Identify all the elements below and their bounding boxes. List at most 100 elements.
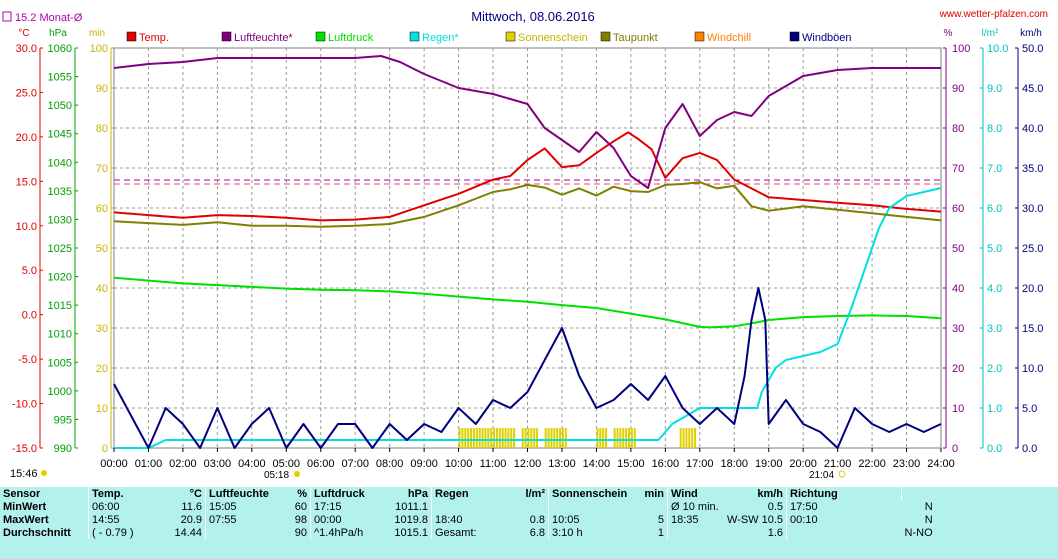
sunshine-bar [536,428,539,448]
pressure-tick-label: 1025 [48,243,72,255]
stats-cell-sun-time: 10:05 [548,513,635,526]
hdr-temp: Temp. [88,487,157,500]
chart-grid [113,47,942,449]
x-tick-label: 06:00 [307,458,335,470]
sunshine-bar [467,428,470,448]
hdr-temp-unit: °C [189,487,202,500]
sun-tick-label: 40 [96,283,108,295]
stats-cell-dir: N-NO [904,526,933,539]
sunshine-bar [478,428,481,448]
legend-swatch [409,31,420,42]
legend-label: Regen* [422,32,459,44]
rain-tick-label: 0.0 [987,443,1002,455]
rain-tick-label: 3.0 [987,323,1002,335]
sunshine-bar [490,428,493,448]
stats-cell-wind-time [667,526,724,539]
temp-tick-label: 0.0 [22,310,37,322]
stats-cell-wind-time: 18:35 [667,513,724,526]
pressure-tick-label: 1035 [48,186,72,198]
wind-tick-label: 10.0 [1022,363,1043,375]
hdr-humidity-unit: % [297,487,307,500]
hdr-sunshine: Sonnenschein [548,487,635,500]
stats-cell-temp-time: ( - 0.79 ) [88,526,157,539]
x-tick-label: 09:00 [410,458,438,470]
humidity-tick-label: 40 [952,283,964,295]
sun-tick-label: 0 [102,443,108,455]
hdr-direction: Richtung [786,487,902,500]
x-tick-label: 05:00 [273,458,301,470]
temp-tick-label: 5.0 [22,265,37,277]
stats-cell-sun-time: 3:10 h [548,526,635,539]
series-temp [113,131,942,222]
legend: Temp. Luftfeuchte* Luftdruck Regen* Sonnensc… [126,31,852,44]
stats-cell-sun [635,500,668,513]
stats-cell-press: 1011.1 [395,500,428,513]
header: 15.2 Monat-Ø Mittwoch, 08.06.2016 www.we… [2,9,1048,39]
pressure-tick-label: 990 [54,443,72,455]
stats-cell-sun-time [548,500,635,513]
sunshine-bar [613,428,616,448]
stats-cell-hum-time: 15:05 [205,500,282,513]
wind-tick-label: 30.0 [1022,203,1043,215]
pressure-tick-label: 1060 [48,43,72,55]
rain-month-avg-marker [2,11,12,22]
hdr-humidity: Luftfeuchte [205,487,282,500]
rain-tick-label: 1.0 [987,403,1002,415]
sunshine-bar [630,428,633,448]
legend-label: Temp. [139,32,169,44]
website-link[interactable]: www.wetter-pfalzen.com [939,9,1048,20]
sunshine-bar [484,428,487,448]
legend-label: Luftdruck [328,32,374,44]
wind-unit: km/h [1020,28,1042,39]
x-tick-label: 08:00 [376,458,404,470]
stats-row: MinWert 06:00 11.6 15:05 60 17:15 1011.1 Ø 10 m… [0,500,939,513]
stats-cell-hum-time [205,526,282,539]
sunshine-bar [633,428,636,448]
x-tick-label: 20:00 [789,458,817,470]
humidity-tick-label: 100 [952,43,970,55]
pressure-tick-label: 1010 [48,329,72,341]
sunset-label: 21:04 [809,470,834,481]
sunshine-bar [550,428,553,448]
sunshine-bar [602,428,605,448]
sunshine-bar [510,428,513,448]
sunrise-icon [294,471,300,477]
stats-cell-rain-time [431,500,506,513]
sunshine-bar [561,428,564,448]
pressure-tick-label: 995 [54,414,72,426]
wind-tick-label: 50.0 [1022,43,1043,55]
rain-unit: l/m² [982,28,999,39]
sun-times: 15:46 05:18 21:04 [10,468,846,481]
sunshine-bar [682,428,685,448]
sun-tick-label: 20 [96,363,108,375]
hdr-sunshine-unit: min [644,487,664,500]
weather-chart: 30.0 25.0 20.0 15.0 10.0 5.0 0.0 -5.0 -10.0 -15.0… [2,9,1048,481]
sunshine-bar [599,428,602,448]
sun-tick-label: 60 [96,203,108,215]
sunshine-bar [498,428,501,448]
humidity-tick-label: 80 [952,123,964,135]
stats-cell-press: 1015.1 [394,526,428,539]
hdr-sensor: Sensor [3,487,41,500]
stats-cell-hum: 60 [294,500,307,513]
temp-unit: °C [18,28,29,39]
temp-tick-label: 15.0 [16,176,37,188]
x-tick-label: 19:00 [755,458,783,470]
sunrise-label: 05:18 [264,470,289,481]
x-tick-label: 11:00 [480,458,507,470]
x-tick-label: 14:00 [583,458,611,470]
pressure-tick-label: 1055 [48,72,72,84]
wind-tick-label: 5.0 [1022,403,1037,415]
x-tick-label: 04:00 [238,458,266,470]
x-tick-label: 16:00 [652,458,680,470]
pressure-tick-label: 1015 [48,300,72,312]
sunshine-bar [495,428,498,448]
stats-cell-sun: 1 [657,526,664,539]
stats-header-row: Sensor Temp. °C Luftfeuchte % Luftdruck … [0,487,939,500]
humidity-tick-label: 50 [952,243,964,255]
stats-cell-dir: N [924,500,933,513]
rain-tick-label: 8.0 [987,123,1002,135]
hdr-pressure: Luftdruck [310,487,389,500]
stats-cell-label: MinWert [3,500,47,513]
legend-swatch [315,31,326,42]
